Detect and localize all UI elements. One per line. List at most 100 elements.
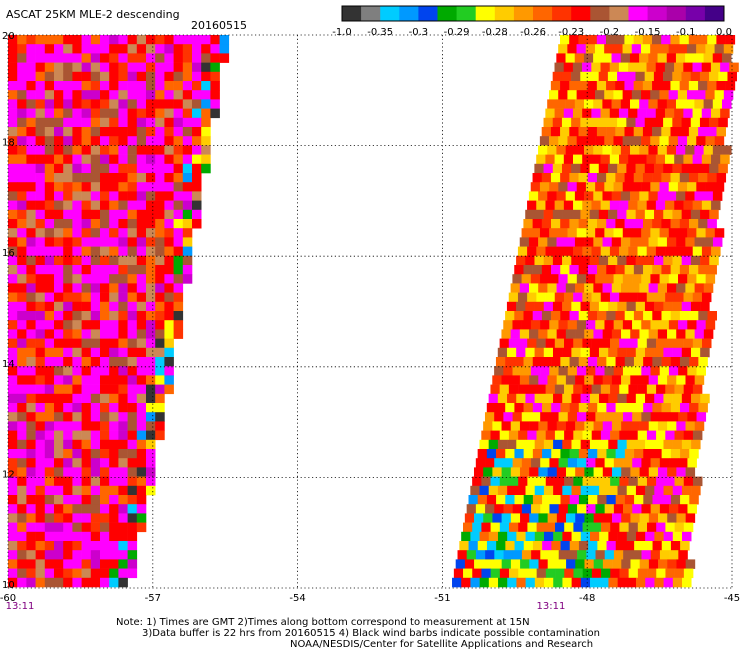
swath-cell: [646, 476, 657, 487]
swath-cell: [652, 495, 662, 505]
swath-cell: [90, 283, 101, 293]
swath-cell: [35, 292, 46, 303]
swath-cell: [523, 449, 534, 459]
swath-cell: [587, 311, 598, 321]
swath-cell: [475, 504, 486, 514]
swath-cell: [81, 209, 92, 220]
swath-cell: [210, 81, 220, 91]
swath-cell: [532, 265, 543, 275]
swath-cell: [8, 182, 18, 192]
swath-cell: [587, 357, 598, 367]
swath-cell: [118, 559, 128, 569]
swath-cell: [146, 228, 156, 238]
swath-cell: [8, 246, 18, 257]
swath-cell: [646, 154, 657, 165]
swath-cell: [100, 191, 110, 201]
swath-cell: [44, 347, 55, 358]
swath-cell: [600, 292, 611, 303]
swath-cell: [136, 163, 147, 174]
swath-cell: [536, 476, 547, 487]
swath-cell: [604, 550, 615, 560]
swath-cell: [455, 559, 466, 569]
swath-cell: [615, 127, 625, 137]
swath-cell: [615, 311, 625, 321]
swath-cell: [634, 541, 644, 551]
swath-cell: [164, 62, 174, 73]
swath-cell: [668, 136, 679, 146]
swath-cell: [127, 384, 138, 395]
swath-cell: [17, 430, 27, 441]
swath-cell: [81, 347, 92, 358]
swath-cell: [520, 559, 530, 569]
swath-cell: [569, 495, 580, 505]
swath-cell: [534, 255, 544, 266]
swath-cell: [633, 311, 644, 321]
swath-cell: [654, 577, 664, 588]
swath-cell: [596, 219, 607, 229]
swath-cell: [72, 531, 82, 542]
swath-cell: [54, 550, 64, 560]
swath-cell: [624, 449, 635, 459]
swath-cell: [586, 412, 596, 422]
swath-cell: [554, 338, 565, 349]
swath-cell: [691, 439, 701, 450]
swath-cell: [155, 338, 165, 349]
swath-cell: [54, 375, 64, 385]
swath-cell: [650, 228, 660, 238]
swath-cell: [620, 99, 631, 109]
swath-cell: [146, 265, 156, 275]
map-title: ASCAT 25KM MLE-2 descending: [6, 8, 180, 21]
swath-cell: [698, 219, 708, 229]
swath-cell: [35, 200, 46, 211]
swath-cell: [118, 550, 128, 560]
swath-cell: [90, 329, 101, 339]
time-label: 13:11: [537, 601, 566, 612]
swath-cell: [624, 81, 634, 91]
swath-cell: [703, 283, 714, 293]
swath-cell: [650, 412, 661, 422]
swath-cell: [632, 458, 642, 468]
swath-cell: [72, 541, 82, 551]
swath-cell: [173, 191, 184, 201]
swath-cell: [155, 421, 165, 431]
swath-cell: [648, 53, 658, 63]
swath-cell: [54, 44, 64, 54]
swath-cell: [17, 99, 27, 109]
swath-cell: [523, 219, 533, 229]
swath-cell: [560, 357, 570, 367]
swath-cell: [720, 62, 730, 73]
swath-cell: [707, 127, 717, 137]
swath-cell: [565, 191, 576, 201]
swath-cell: [109, 145, 119, 155]
swath-cell: [100, 173, 110, 183]
swath-cell: [100, 430, 110, 441]
swath-cell: [573, 522, 583, 533]
swath-cell: [547, 467, 558, 477]
swath-cell: [668, 366, 679, 376]
swath-cell: [100, 274, 110, 284]
swath-cell: [118, 357, 128, 367]
swath-cell: [598, 71, 609, 82]
swath-cell: [723, 90, 734, 100]
swath-cell: [685, 99, 695, 109]
swath-cell: [127, 430, 138, 441]
swath-cell: [479, 531, 490, 542]
swath-cell: [192, 44, 202, 54]
swath-cell: [17, 81, 27, 91]
swath-cell: [173, 292, 184, 303]
swath-cell: [155, 44, 165, 54]
swath-cell: [620, 283, 631, 293]
swath-cell: [155, 62, 165, 73]
swath-cell: [72, 108, 82, 119]
swath-cell: [680, 495, 690, 505]
swath-cell: [716, 35, 726, 45]
swath-cell: [100, 495, 110, 505]
swath-cell: [54, 541, 64, 551]
swath-cell: [562, 439, 572, 450]
swath-cell: [44, 357, 55, 367]
swath-cell: [136, 136, 147, 146]
swath-cell: [547, 283, 557, 293]
swath-cell: [54, 182, 64, 192]
swath-cell: [637, 476, 648, 487]
colorbar-label: -0.26: [520, 27, 546, 38]
